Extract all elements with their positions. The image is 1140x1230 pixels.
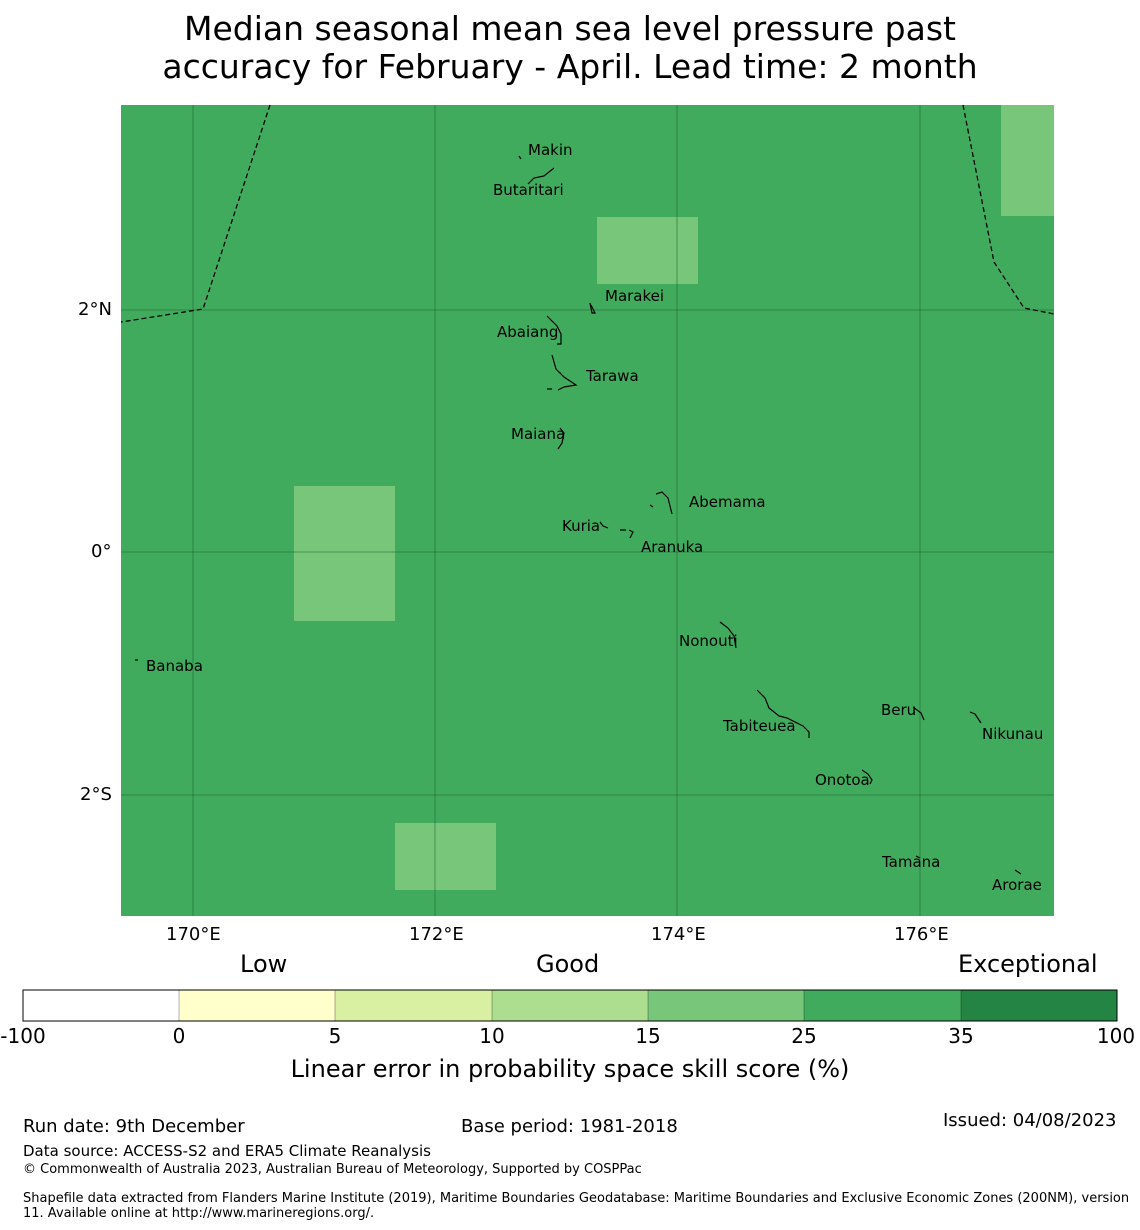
colorbar-tick: 35 — [948, 1024, 974, 1048]
island-label-tabiteuea: Tabiteuea — [723, 717, 796, 735]
island-label-tarawa: Tarawa — [586, 367, 639, 385]
colorbar-swatch — [23, 990, 179, 1021]
title-line-2: accuracy for February - April. Lead time… — [162, 47, 978, 86]
colorbar-title: Linear error in probability space skill … — [290, 1055, 850, 1083]
base-period: Base period: 1981-2018 — [461, 1116, 678, 1137]
data-source: Data source: ACCESS-S2 and ERA5 Climate … — [23, 1142, 431, 1160]
issued-date: Issued: 04/08/2023 — [943, 1110, 1117, 1131]
run-date: Run date: 9th December — [23, 1116, 245, 1137]
colorbar-swatch — [335, 990, 492, 1021]
lat-tick-label: 2°N — [78, 299, 112, 320]
island-label-makin: Makin — [528, 141, 573, 159]
island-label-aranuka: Aranuka — [641, 538, 704, 556]
lat-tick-label: 2°S — [80, 784, 112, 805]
shapefile-credit: Shapefile data extracted from Flanders M… — [23, 1191, 1130, 1221]
colorbar-frame — [22, 989, 1118, 1022]
island-label-kuria: Kuria — [562, 517, 601, 535]
lon-tick-label: 174°E — [651, 924, 706, 945]
colorbar-tick: -100 — [0, 1024, 46, 1048]
colorbar-tick: 25 — [791, 1024, 817, 1048]
colorbar-swatch — [648, 990, 804, 1021]
copyright: © Commonwealth of Australia 2023, Austra… — [23, 1162, 642, 1177]
island-label-nikunau: Nikunau — [982, 725, 1044, 743]
eez-boundary — [120, 104, 1055, 323]
island-label-onotoa: Onotoa — [815, 771, 870, 789]
island-label-abemama: Abemama — [689, 493, 766, 511]
colorbar-swatch — [961, 990, 1117, 1021]
colorbar-swatch — [804, 990, 961, 1021]
colorbar-tick: 0 — [172, 1024, 186, 1048]
island-label-arorae: Arorae — [992, 876, 1042, 894]
title-line-1: Median seasonal mean sea level pressure … — [184, 9, 956, 48]
skill-cell-highlight — [294, 486, 395, 621]
colorbar-swatch — [179, 990, 335, 1021]
colorbar-tick: 100 — [1096, 1024, 1136, 1048]
island-label-maiana: Maiana — [511, 425, 566, 443]
island-label-tamana: Tamana — [882, 853, 941, 871]
colorbar-tick: 15 — [635, 1024, 661, 1048]
colorbar-category-good: Good — [536, 950, 600, 978]
island-label-butaritari: Butaritari — [493, 181, 564, 199]
island-label-banaba: Banaba — [146, 657, 203, 675]
skill-cell-highlight — [395, 823, 496, 890]
colorbar-swatch — [492, 990, 648, 1021]
lon-tick-label: 176°E — [894, 924, 949, 945]
lon-tick-label: 170°E — [166, 924, 221, 945]
island-label-marakei: Marakei — [605, 287, 665, 305]
colorbar-category-exceptional: Exceptional — [958, 950, 1098, 978]
colorbar-tick: 10 — [479, 1024, 505, 1048]
island-label-abaiang: Abaiang — [497, 323, 559, 341]
island-outlines — [135, 155, 1022, 875]
island-label-nonouti: Nonouti — [679, 632, 738, 650]
colorbar-category-low: Low — [240, 950, 288, 978]
skill-cell-highlight — [597, 217, 698, 284]
island-label-beru: Beru — [881, 701, 917, 719]
gridlines — [121, 105, 1054, 916]
lat-tick-label: 0° — [91, 541, 112, 562]
map-title: Median seasonal mean sea level pressure … — [0, 10, 1140, 86]
colorbar-tick: 5 — [328, 1024, 342, 1048]
map-area — [121, 105, 1054, 916]
skill-cell-highlight — [1001, 105, 1054, 216]
lon-tick-label: 172°E — [409, 924, 464, 945]
